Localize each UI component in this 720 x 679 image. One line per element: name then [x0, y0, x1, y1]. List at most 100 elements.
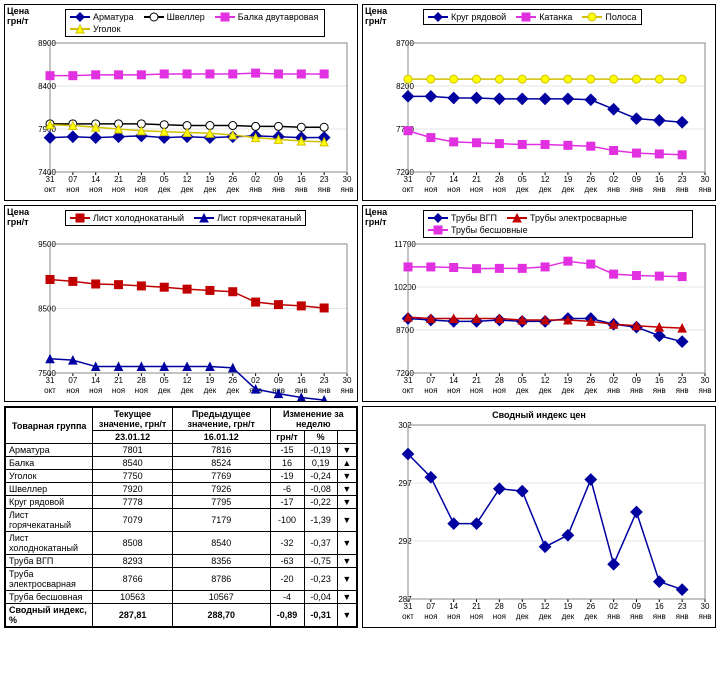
- svg-text:дек: дек: [158, 185, 171, 194]
- svg-text:ноя: ноя: [424, 612, 437, 621]
- col-group: Товарная группа: [6, 408, 93, 444]
- svg-text:ноя: ноя: [66, 386, 79, 395]
- svg-text:янв: янв: [653, 185, 666, 194]
- svg-text:02: 02: [251, 175, 260, 184]
- svg-text:19: 19: [205, 376, 214, 385]
- table-row: Круг рядовой77787795-17-0,22▼: [6, 496, 357, 509]
- svg-text:02: 02: [609, 175, 618, 184]
- svg-text:янв: янв: [607, 612, 620, 621]
- svg-text:8400: 8400: [38, 82, 56, 91]
- table-row: Арматура78017816-15-0,19▼: [6, 444, 357, 457]
- svg-text:02: 02: [609, 602, 618, 611]
- svg-text:Сводный индекс цен: Сводный индекс цен: [492, 410, 586, 420]
- svg-text:28: 28: [495, 602, 504, 611]
- legend-item: Балка двутавровая: [215, 12, 319, 22]
- svg-text:02: 02: [609, 376, 618, 385]
- svg-text:23: 23: [678, 602, 687, 611]
- svg-text:14: 14: [91, 376, 100, 385]
- svg-text:дек: дек: [584, 185, 597, 194]
- svg-text:31: 31: [404, 602, 413, 611]
- svg-text:8700: 8700: [396, 326, 414, 335]
- svg-text:05: 05: [518, 175, 527, 184]
- svg-text:05: 05: [518, 376, 527, 385]
- svg-text:12: 12: [183, 175, 192, 184]
- svg-text:09: 09: [632, 602, 641, 611]
- svg-text:31: 31: [404, 376, 413, 385]
- price-table: Товарная группаТекущее значение, грн/тПр…: [4, 406, 358, 628]
- svg-text:ноя: ноя: [424, 386, 437, 395]
- svg-text:янв: янв: [676, 612, 689, 621]
- svg-text:07: 07: [426, 376, 435, 385]
- svg-text:дек: дек: [158, 386, 171, 395]
- svg-text:дек: дек: [562, 185, 575, 194]
- svg-text:05: 05: [160, 376, 169, 385]
- table-row: Швеллер79207926-6-0,08▼: [6, 483, 357, 496]
- svg-text:янв: янв: [318, 386, 331, 395]
- svg-text:292: 292: [398, 537, 412, 546]
- svg-text:07: 07: [426, 602, 435, 611]
- svg-text:21: 21: [114, 376, 123, 385]
- legend-item: Трубы бесшовные: [428, 225, 528, 235]
- svg-text:янв: янв: [699, 612, 712, 621]
- svg-text:26: 26: [228, 376, 237, 385]
- svg-text:16: 16: [297, 175, 306, 184]
- col-prev: Предыдущее значение, грн/т: [172, 408, 270, 431]
- svg-text:янв: янв: [630, 386, 643, 395]
- svg-text:19: 19: [563, 175, 572, 184]
- svg-text:28: 28: [495, 376, 504, 385]
- svg-text:ноя: ноя: [135, 185, 148, 194]
- svg-text:23: 23: [320, 175, 329, 184]
- svg-text:янв: янв: [676, 386, 689, 395]
- svg-text:ноя: ноя: [112, 386, 125, 395]
- y-axis-label: Ценагрн/т: [7, 208, 29, 228]
- legend-item: Лист горячекатаный: [194, 213, 301, 223]
- svg-text:12: 12: [183, 376, 192, 385]
- svg-text:14: 14: [449, 602, 458, 611]
- svg-text:янв: янв: [341, 386, 354, 395]
- svg-text:янв: янв: [630, 185, 643, 194]
- svg-text:янв: янв: [607, 185, 620, 194]
- svg-text:14: 14: [91, 175, 100, 184]
- svg-text:окт: окт: [402, 612, 414, 621]
- legend-item: Арматура: [70, 12, 134, 22]
- svg-text:окт: окт: [44, 386, 56, 395]
- svg-text:10200: 10200: [394, 283, 417, 292]
- svg-text:окт: окт: [44, 185, 56, 194]
- svg-text:30: 30: [701, 175, 710, 184]
- svg-text:дек: дек: [181, 185, 194, 194]
- table-row: Уголок77507769-19-0,24▼: [6, 470, 357, 483]
- svg-text:янв: янв: [653, 386, 666, 395]
- svg-text:ноя: ноя: [447, 386, 460, 395]
- svg-text:23: 23: [678, 175, 687, 184]
- svg-text:28: 28: [137, 376, 146, 385]
- svg-text:26: 26: [228, 175, 237, 184]
- svg-text:янв: янв: [607, 386, 620, 395]
- svg-text:ноя: ноя: [470, 185, 483, 194]
- table-row: Лист горячекатаный70797179-100-1,39▼: [6, 509, 357, 532]
- svg-text:09: 09: [632, 376, 641, 385]
- svg-text:янв: янв: [653, 612, 666, 621]
- legend-item: Полоса: [582, 12, 636, 22]
- y-axis-label: Ценагрн/т: [7, 7, 29, 27]
- svg-text:дек: дек: [204, 386, 217, 395]
- svg-text:дек: дек: [539, 612, 552, 621]
- svg-text:дек: дек: [584, 612, 597, 621]
- svg-text:16: 16: [297, 376, 306, 385]
- svg-text:31: 31: [404, 175, 413, 184]
- svg-text:28: 28: [137, 175, 146, 184]
- svg-text:30: 30: [701, 602, 710, 611]
- table-row: Труба ВГП82938356-63-0,75▼: [6, 555, 357, 568]
- svg-text:30: 30: [343, 376, 352, 385]
- chart-panel-2: Ценагрн/тКруг рядовойКатанкаПолоса720077…: [362, 4, 716, 201]
- svg-text:дек: дек: [516, 185, 529, 194]
- svg-text:ноя: ноя: [493, 386, 506, 395]
- svg-text:19: 19: [563, 602, 572, 611]
- svg-text:ноя: ноя: [493, 612, 506, 621]
- svg-text:21: 21: [114, 175, 123, 184]
- svg-text:14: 14: [449, 376, 458, 385]
- legend-item: Трубы ВГП: [428, 213, 497, 223]
- col-change: Изменение за неделю: [270, 408, 356, 431]
- svg-text:ноя: ноя: [89, 185, 102, 194]
- svg-text:30: 30: [701, 376, 710, 385]
- svg-text:дек: дек: [181, 386, 194, 395]
